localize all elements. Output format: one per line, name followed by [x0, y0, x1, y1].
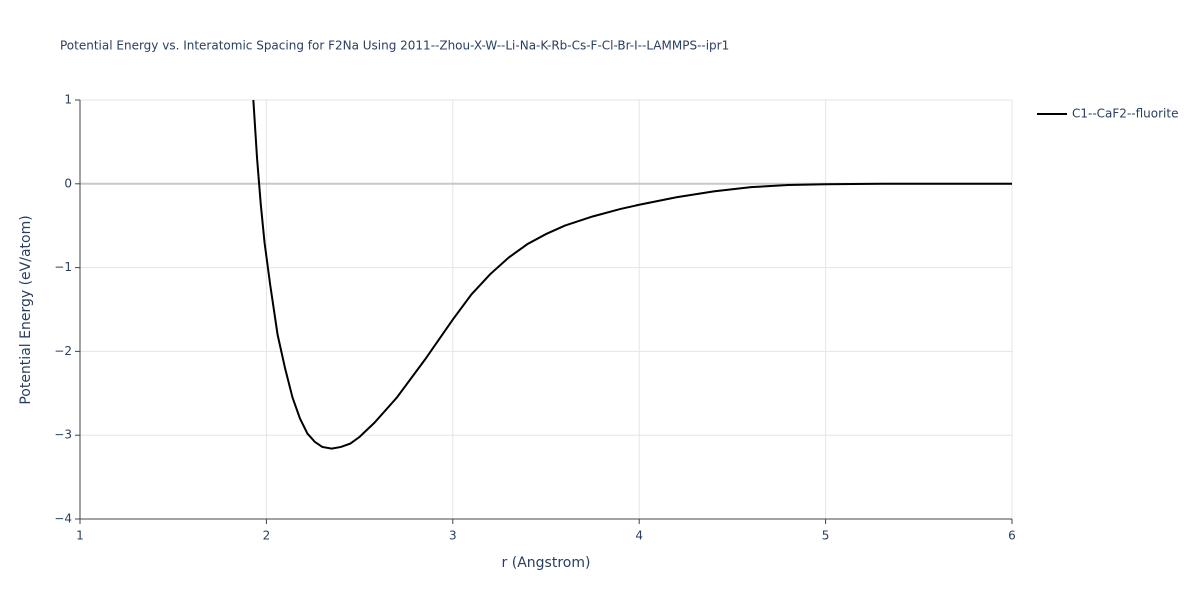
- y-tick-label: −3: [54, 428, 72, 442]
- y-tick-label: −4: [54, 512, 72, 526]
- line: [252, 99, 1012, 450]
- x-tick-label: 6: [1008, 529, 1016, 543]
- x-tick-label: 4: [635, 529, 643, 543]
- x-tick-label: 1: [76, 529, 84, 543]
- y-tick-label: −2: [54, 344, 72, 358]
- legend-label: C1--CaF2--fluorite: [1072, 107, 1178, 121]
- y-axis-title: Potential Energy (eV/atom): [18, 215, 34, 404]
- x-tick-label: 2: [263, 529, 271, 543]
- x-axis-title: r (Angstrom): [502, 555, 591, 571]
- y-tick-label: 0: [64, 176, 72, 190]
- y-tick-label: −1: [54, 260, 72, 274]
- chart-title: Potential Energy vs. Interatomic Spacing…: [60, 39, 729, 53]
- x-tick-label: 3: [449, 529, 457, 543]
- x-tick-label: 5: [822, 529, 830, 543]
- y-tick-label: 1: [64, 93, 72, 107]
